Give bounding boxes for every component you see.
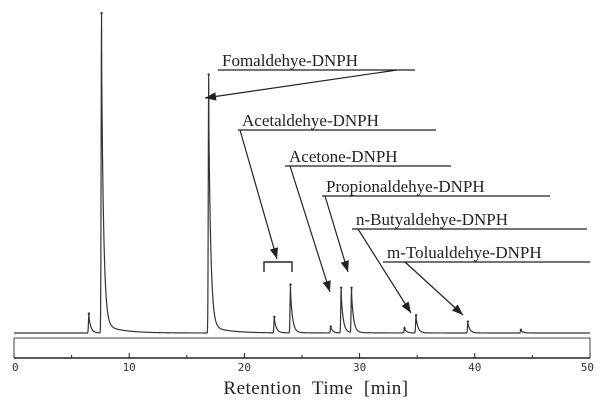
peak-apex-4 (289, 283, 292, 286)
x-tick-label: 40 (468, 361, 481, 374)
annotation-2: Acetone-DNPH (285, 147, 451, 293)
annotation-label: n-Butyaldehye-DNPH (356, 210, 508, 229)
peak-apex-6 (339, 286, 343, 289)
peak-apex-9 (414, 314, 418, 317)
annotation-leader (324, 195, 349, 273)
chromatogram-trace (14, 13, 590, 334)
peak-apex-0 (87, 312, 91, 315)
annotation-arrowhead (401, 301, 411, 313)
annotation-leader (404, 261, 464, 316)
x-tick-label: 20 (238, 361, 251, 374)
annotation-arrowhead (269, 247, 279, 259)
annotation-arrowhead (340, 260, 349, 272)
peak-apex-1 (100, 12, 103, 15)
x-tick-label: 30 (353, 361, 366, 374)
bracket-shape (263, 261, 293, 272)
annotation-arrowhead (452, 304, 463, 315)
x-tick-label: 50 (581, 361, 594, 374)
peak-apex-5 (329, 325, 332, 328)
peak-marks (87, 12, 523, 331)
annotation-3: Propionaldehye-DNPH (322, 177, 550, 273)
peak-apex-11 (519, 328, 523, 331)
x-ticks: 0 10 20 30 40 50 (12, 353, 594, 374)
peak-apex-2 (207, 73, 210, 76)
x-axis-title: Retention Time [min] (223, 378, 408, 399)
x-tick-label: 0 (12, 361, 19, 374)
annotation-1: Acetaldehye-DNPH (238, 111, 436, 260)
peak-annotations: Fomaldehye-DNPH Acetaldehye-DNPH Acetone-D… (204, 51, 590, 316)
annotation-label: Acetone-DNPH (289, 147, 398, 166)
peak-apex-8 (403, 326, 406, 330)
acetaldehyde-bracket (263, 261, 293, 272)
annotation-label: m-Tolualdehye-DNPH (387, 243, 542, 262)
annotation-5: m-Tolualdehye-DNPH (383, 243, 590, 316)
x-tick-label: 10 (123, 361, 136, 374)
annotation-arrowhead (205, 92, 217, 101)
annotation-label: Propionaldehye-DNPH (326, 177, 485, 196)
annotation-0: Fomaldehye-DNPH (204, 51, 415, 101)
annotation-arrowhead (322, 280, 331, 292)
peak-apex-3 (273, 315, 276, 319)
annotation-label: Acetaldehye-DNPH (242, 111, 379, 130)
annotation-leader (239, 129, 278, 260)
annotation-label: Fomaldehye-DNPH (222, 51, 358, 70)
peak-apex-7 (350, 286, 353, 289)
annotation-4: n-Butyaldehye-DNPH (352, 210, 587, 314)
annotation-leader (204, 69, 398, 99)
annotation-leader (289, 165, 331, 293)
peak-apex-10 (466, 320, 470, 323)
annotation-leader (357, 228, 412, 314)
